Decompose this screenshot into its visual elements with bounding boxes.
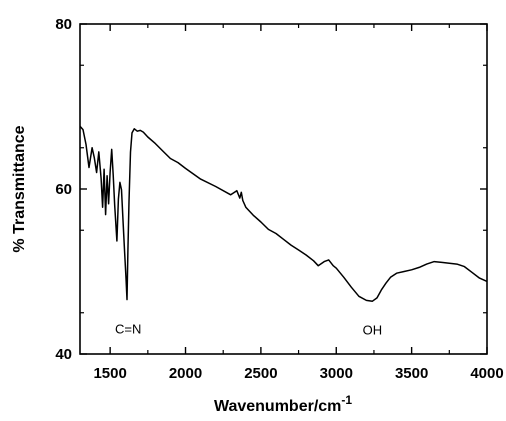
y-tick-label: 60 xyxy=(55,181,72,198)
x-axis-title-text: Wavenumber/cm xyxy=(214,398,341,415)
axis-tick-labels: 1500 2000 2500 3000 3500 4000 40 60 80 xyxy=(55,16,503,382)
peak-annotations: C=N OH xyxy=(115,321,382,337)
x-tick-label: 2500 xyxy=(244,365,277,382)
x-tick-label: 1500 xyxy=(93,365,126,382)
axis-ticks xyxy=(80,23,488,355)
x-axis-title: Wavenumber/cm-1 xyxy=(214,393,352,415)
peak-annotation-label: C=N xyxy=(115,321,141,336)
y-tick-label: 80 xyxy=(55,16,72,33)
y-tick-label: 40 xyxy=(55,346,72,363)
x-tick-label: 4000 xyxy=(470,365,503,382)
x-tick-label: 3500 xyxy=(395,365,428,382)
spectrum-line xyxy=(79,125,488,302)
y-axis-title: % Transmittance xyxy=(11,125,28,252)
x-tick-label: 3000 xyxy=(320,365,353,382)
x-axis-title-superscript: -1 xyxy=(341,393,352,407)
peak-annotation-label: OH xyxy=(363,322,383,337)
plot-frame xyxy=(79,23,488,355)
x-tick-label: 2000 xyxy=(169,365,202,382)
